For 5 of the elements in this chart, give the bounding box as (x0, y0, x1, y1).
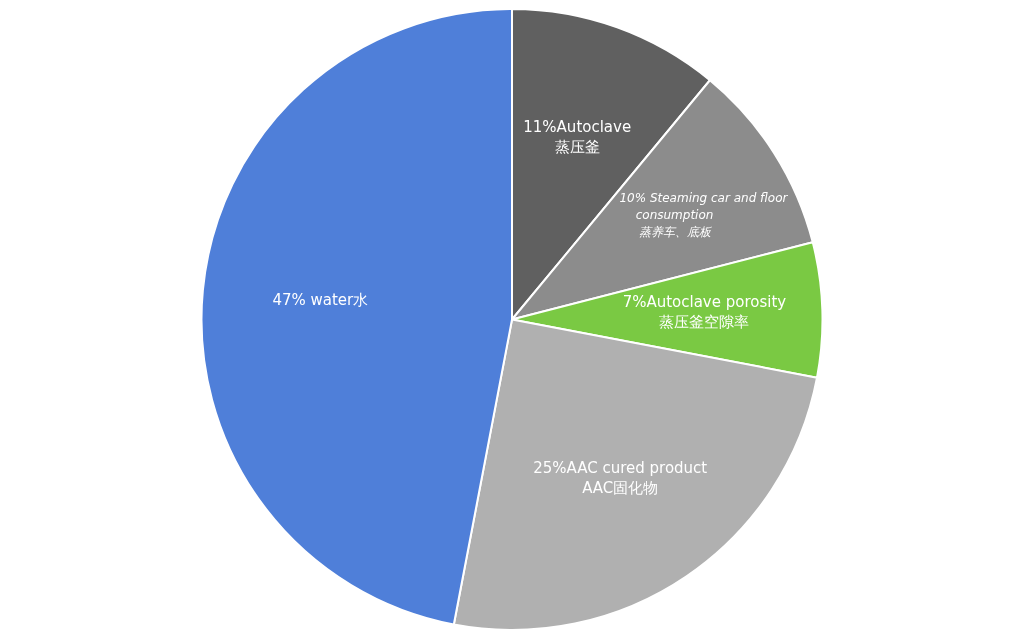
slice-label: 11%Autoclave 蒸压釜 (523, 118, 632, 157)
slice-label: 47% water水 (272, 291, 369, 310)
slice-label: 7%Autoclave porosity 蒸压釜空隙率 (622, 293, 787, 332)
slice-label: 25%AAC cured product AAC固化物 (533, 458, 708, 497)
slice-label: 10% Steaming car and floor consumption 蒸养车、底板 (619, 191, 789, 240)
